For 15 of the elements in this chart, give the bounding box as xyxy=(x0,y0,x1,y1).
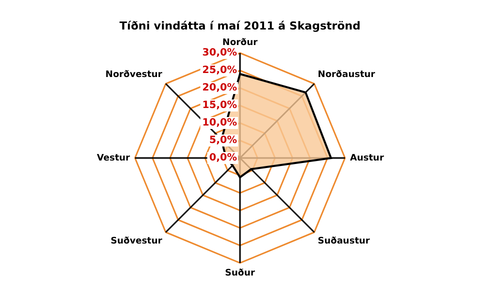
y-tick-label: 10,0% xyxy=(202,118,237,129)
y-tick-label: 0,0% xyxy=(209,152,237,164)
spoke-label: Norðvestur xyxy=(105,70,163,80)
spoke-label: Suðaustur xyxy=(318,236,370,247)
chart-title: Tíðni vindátta í maí 2011 á Skagströnd xyxy=(120,19,360,32)
y-tick-label: 30,0% xyxy=(202,48,237,59)
spoke-label: Norðaustur xyxy=(318,70,376,80)
spoke-label: Norður xyxy=(222,38,258,48)
spoke-label: Vestur xyxy=(96,153,131,164)
y-tick-label: 15,0% xyxy=(202,100,237,112)
spoke-label: Austur xyxy=(350,153,384,164)
y-tick-label: 25,0% xyxy=(202,65,237,76)
spoke-label: Suðvestur xyxy=(110,236,163,247)
y-tick-label: 20,0% xyxy=(202,82,237,94)
spoke-label: Suður xyxy=(225,268,256,279)
